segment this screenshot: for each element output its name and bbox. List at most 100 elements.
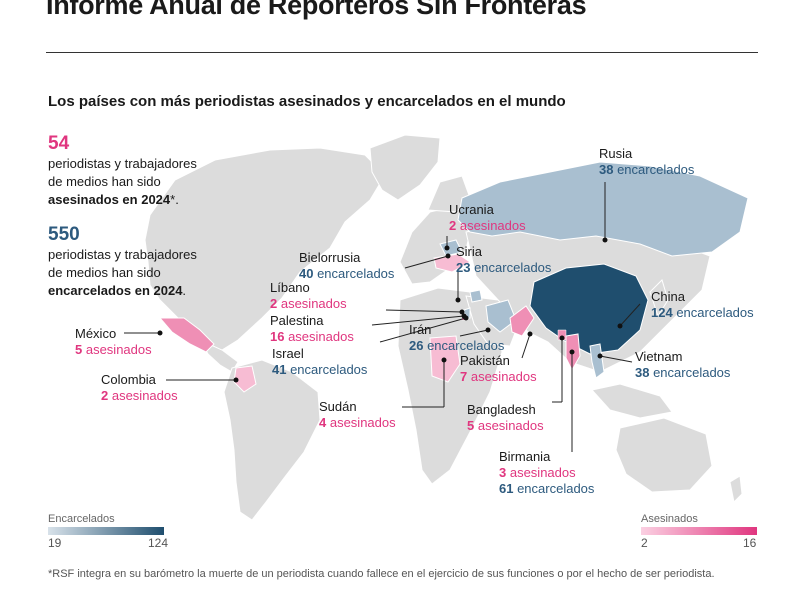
label-bangladesh-value: 5 [467,418,475,433]
label-colombia-name: Colombia [101,372,156,387]
label-bangladesh: Bangladesh 5 asesinados [467,402,544,434]
label-palestina-unit: asesinados [284,329,354,344]
mexico-shape [158,317,215,353]
legend-jailed-label: Encarcelados [48,513,115,525]
pakistan-shape [509,305,535,337]
label-sudan-unit: asesinados [326,415,396,430]
label-vietnam-unit: encarcelados [649,365,731,380]
label-birmania-value2: 61 [499,481,514,496]
label-ucrania-name: Ucrania [449,202,494,217]
label-vietnam-name: Vietnam [635,349,683,364]
leader-bielorrusia [404,255,449,269]
stat-jailed-emphasis: encarcelados en 2024 [48,283,183,298]
footnote: *RSF integra en su barómetro la muerte d… [48,568,715,580]
legend-killed-gradient [641,527,757,535]
dot-ucrania [444,245,450,251]
dot-bangladesh [559,335,565,341]
label-iran: Irán 26 encarcelados [409,322,504,354]
page-title: Informe Anual de Reporteros Sin Frontera… [46,0,587,20]
russia-shape [457,161,749,257]
leader-israel [379,317,467,343]
label-birmania: Birmania 3 asesinados 61 encarcelados [499,449,594,497]
label-rusia-unit: encarcelados [613,162,695,177]
legend-jailed: Encarcelados 19 124 [48,513,168,550]
legend-killed-max: 16 [743,536,757,550]
label-palestina-value: 16 [270,329,285,344]
label-libano-value: 2 [270,296,278,311]
label-iran-name: Irán [409,322,432,337]
label-bielorrusia-unit: encarcelados [313,266,395,281]
label-vietnam-value: 38 [635,365,650,380]
label-rusia-name: Rusia [599,146,633,161]
dot-mexico [157,330,163,336]
label-china-unit: encarcelados [672,305,754,320]
label-libano-name: Líbano [270,280,310,295]
label-iran-unit: encarcelados [423,338,505,353]
japan-landmass [649,279,669,318]
scandinavia-landmass [427,175,471,213]
dot-vietnam [597,353,603,359]
legend-killed-label: Asesinados [641,513,698,525]
label-israel: Israel 41 encarcelados [272,346,367,378]
south-america-landmass [223,359,321,521]
dot-rusia [602,237,608,243]
label-china-value: 124 [651,305,673,320]
label-ucrania-value: 2 [449,218,457,233]
label-mexico-name: México [75,326,117,341]
stat-killed: 54 periodistas y trabajadores de medios … [48,133,197,209]
label-pakistan-unit: asesinados [467,369,537,384]
label-rusia-value: 38 [599,162,614,177]
leader-china [619,303,641,327]
leader-vietnam [599,355,633,363]
label-bangladesh-unit: asesinados [474,418,544,433]
stat-jailed-line2: de medios han sido [48,265,161,280]
label-china: China 124 encarcelados [651,289,754,321]
dot-israel [463,315,469,321]
legend-jailed-max: 124 [148,536,169,550]
label-birmania-value: 3 [499,465,507,480]
label-birmania-unit: asesinados [506,465,576,480]
dot-sudan [441,357,447,363]
stat-killed-value: 54 [48,133,70,154]
north-america-landmass [144,147,386,351]
southeast-asia-islands [591,383,673,419]
new-zealand-landmass [729,475,743,504]
label-colombia-unit: asesinados [108,388,178,403]
greenland-landmass [369,134,441,201]
stat-jailed-line1: periodistas y trabajadores [48,247,197,262]
leader-pakistan [521,333,531,359]
label-colombia: Colombia 2 asesinados [101,372,178,404]
label-bangladesh-name: Bangladesh [467,402,536,417]
stat-jailed-suffix: . [182,283,187,298]
map-subtitle: Los países con más periodistas asesinado… [48,93,566,110]
label-israel-unit: encarcelados [286,362,368,377]
syria-shape [469,289,483,303]
ukraine-shape [433,253,471,273]
label-pakistan-name: Pakistán [460,353,510,368]
leader-iran [459,329,489,337]
label-bielorrusia-value: 40 [299,266,314,281]
label-pakistan: Pakistán 7 asesinados [460,353,537,385]
label-sudan-name: Sudán [319,399,357,414]
stat-jailed-value: 550 [48,224,80,245]
label-libano-unit: asesinados [277,296,347,311]
label-pakistan-value: 7 [460,369,468,384]
dot-iran [485,327,491,333]
label-sudan-value: 4 [319,415,327,430]
label-siria-unit: encarcelados [470,260,552,275]
stat-killed-line1: periodistas y trabajadores [48,156,197,171]
label-birmania-name: Birmania [499,449,551,464]
label-mexico-value: 5 [75,342,83,357]
label-siria-name: Siria [456,244,483,259]
label-sudan: Sudán 4 asesinados [319,399,396,431]
belarus-shape [439,239,463,257]
legend-killed-min: 2 [641,536,648,550]
label-siria-value: 23 [456,260,471,275]
label-israel-name: Israel [272,346,304,361]
label-rusia: Rusia 38 encarcelados [599,146,694,178]
legend-killed: Asesinados 2 16 [641,513,757,550]
label-libano: Líbano 2 asesinados [270,280,347,312]
iran-shape [485,299,517,333]
label-iran-value: 26 [409,338,424,353]
